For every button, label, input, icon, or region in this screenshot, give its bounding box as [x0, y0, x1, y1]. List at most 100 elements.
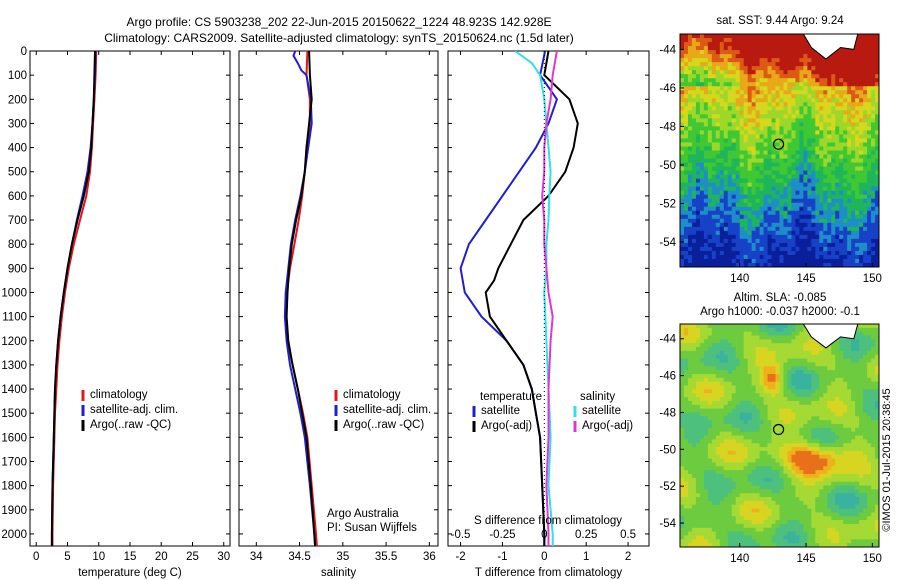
map-cell [867, 234, 872, 240]
map-cell [759, 485, 764, 490]
map-cell [680, 335, 685, 340]
map-cell [783, 70, 788, 75]
map-cell [767, 500, 772, 506]
map-cell [683, 114, 689, 119]
map-cell [711, 94, 717, 99]
map-cell [875, 78, 880, 83]
map-cell [875, 174, 880, 180]
map-cell [799, 154, 804, 159]
map-cell [831, 78, 836, 83]
map-cell [787, 385, 792, 390]
map-cell [831, 54, 836, 59]
map-cell [723, 150, 729, 155]
map-cell [767, 182, 772, 188]
map-cell [680, 34, 685, 39]
map-cell [871, 122, 876, 127]
map-cell [731, 182, 737, 188]
map-cell [855, 94, 860, 99]
map-cell [703, 198, 709, 204]
map-cell [763, 350, 768, 356]
map-cell [759, 443, 764, 448]
map-cell [711, 126, 717, 131]
map-cell [775, 218, 780, 224]
map-cell [743, 523, 749, 529]
map-cell [707, 443, 713, 448]
map-cell [715, 134, 721, 139]
map-cell [771, 389, 776, 394]
map-cell [799, 194, 804, 200]
map-cell [767, 166, 772, 171]
map-cell [779, 118, 784, 123]
map-cell [680, 339, 685, 344]
map-cell [759, 214, 764, 220]
map-cell [739, 86, 745, 91]
map-cell [719, 473, 725, 479]
map-cell [723, 234, 729, 240]
map-cell [680, 254, 685, 260]
map-cell [695, 222, 701, 228]
map-cell [871, 102, 876, 107]
map-cell [807, 202, 812, 208]
map-cell [699, 54, 705, 59]
map-cell [795, 78, 800, 83]
map-cell [759, 450, 764, 456]
map-cell [803, 178, 808, 184]
map-cell [743, 122, 749, 127]
map-cell [783, 90, 788, 95]
map-cell [823, 122, 828, 127]
map-cell [787, 404, 792, 409]
map-cell [815, 74, 820, 79]
map-cell [863, 250, 868, 256]
map-cell [695, 238, 701, 244]
map-cell [683, 170, 689, 176]
map-cell [715, 42, 721, 47]
map-cell [867, 222, 872, 228]
map-cell [703, 38, 709, 43]
map-cell [751, 527, 757, 533]
map-cell [843, 154, 848, 159]
map-cell [867, 50, 872, 55]
map-cell [763, 485, 768, 490]
map-cell [739, 162, 745, 167]
map-cell [859, 218, 864, 224]
map-cell [747, 404, 753, 409]
map-cell [831, 90, 836, 95]
map-cell [775, 489, 780, 494]
map-cell [715, 182, 721, 188]
map-cell [759, 154, 764, 159]
map-cell [779, 150, 784, 155]
top-tick-label: -0.25 [489, 529, 515, 541]
map-cell [835, 210, 840, 216]
map-cell [683, 38, 689, 43]
map-cell [755, 543, 760, 548]
map-cell [771, 423, 776, 429]
map-cell [723, 397, 729, 402]
map-cell [867, 78, 872, 83]
map-cell [799, 42, 804, 47]
map-cell [823, 74, 828, 79]
map-cell [711, 210, 717, 216]
map-cell [763, 74, 768, 79]
map-cell [759, 523, 764, 529]
map-cell [707, 470, 713, 475]
map-cell [707, 400, 713, 406]
map-cell [871, 146, 876, 151]
map-cell [707, 230, 713, 236]
map-cell [727, 481, 733, 486]
map-cell [755, 512, 760, 517]
map-cell [859, 38, 864, 43]
map-cell [779, 58, 784, 63]
map-cell [831, 194, 836, 200]
map-cell [799, 182, 804, 188]
map-cell [743, 516, 749, 521]
map-cell [723, 485, 729, 490]
map-cell [787, 38, 792, 43]
map-cell [719, 258, 725, 264]
map-cell [787, 543, 792, 548]
map-cell [839, 254, 844, 260]
map-cell [703, 202, 709, 208]
map-cell [851, 198, 856, 204]
map-cell [827, 222, 832, 228]
map-cell [707, 523, 713, 529]
map-cell [855, 162, 860, 167]
